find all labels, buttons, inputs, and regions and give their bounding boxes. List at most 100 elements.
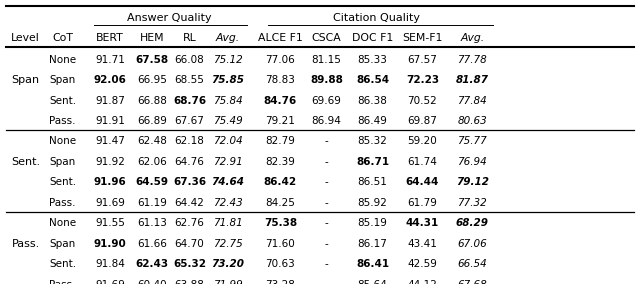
Text: 71.99: 71.99 [213,279,243,284]
Text: 69.69: 69.69 [312,95,341,106]
Text: 66.95: 66.95 [138,75,167,85]
Text: 64.76: 64.76 [175,157,204,167]
Text: 75.49: 75.49 [213,116,243,126]
Text: 65.32: 65.32 [173,259,206,269]
Text: 75.77: 75.77 [458,136,487,147]
Text: 91.69: 91.69 [95,198,125,208]
Text: 85.64: 85.64 [358,279,387,284]
Text: None: None [49,218,76,228]
Text: Avg.: Avg. [216,33,240,43]
Text: 79.21: 79.21 [266,116,295,126]
Text: 86.51: 86.51 [358,177,387,187]
Text: 74.64: 74.64 [211,177,244,187]
Text: -: - [324,198,328,208]
Text: 64.44: 64.44 [406,177,439,187]
Text: Sent.: Sent. [49,95,76,106]
Text: HEM: HEM [140,33,164,43]
Text: 84.25: 84.25 [266,198,295,208]
Text: 86.17: 86.17 [358,239,387,249]
Text: Span: Span [49,239,76,249]
Text: 62.18: 62.18 [175,136,204,147]
Text: Sent.: Sent. [49,177,76,187]
Text: 91.96: 91.96 [93,177,127,187]
Text: Pass.: Pass. [12,239,40,249]
Text: Span: Span [49,75,76,85]
Text: -: - [324,177,328,187]
Text: 66.89: 66.89 [138,116,167,126]
Text: 64.59: 64.59 [136,177,169,187]
Text: 60.40: 60.40 [138,279,167,284]
Text: 86.41: 86.41 [356,259,389,269]
Text: 72.91: 72.91 [213,157,243,167]
Text: 82.79: 82.79 [266,136,295,147]
Text: 77.84: 77.84 [458,95,487,106]
Text: -: - [324,239,328,249]
Text: 68.55: 68.55 [175,75,204,85]
Text: 75.38: 75.38 [264,218,297,228]
Text: 86.71: 86.71 [356,157,389,167]
Text: 67.06: 67.06 [458,239,487,249]
Text: 73.28: 73.28 [266,279,295,284]
Text: CoT: CoT [52,33,73,43]
Text: 86.54: 86.54 [356,75,389,85]
Text: 78.83: 78.83 [266,75,295,85]
Text: 91.90: 91.90 [93,239,127,249]
Text: 67.57: 67.57 [408,55,437,65]
Text: 62.76: 62.76 [175,218,204,228]
Text: 72.23: 72.23 [406,75,439,85]
Text: 61.79: 61.79 [408,198,437,208]
Text: Level: Level [12,33,40,43]
Text: 61.66: 61.66 [138,239,167,249]
Text: 91.47: 91.47 [95,136,125,147]
Text: 42.59: 42.59 [408,259,437,269]
Text: 76.94: 76.94 [458,157,487,167]
Text: 75.85: 75.85 [211,75,244,85]
Text: 72.43: 72.43 [213,198,243,208]
Text: 63.88: 63.88 [175,279,204,284]
Text: 61.19: 61.19 [138,198,167,208]
Text: -: - [324,279,328,284]
Text: BERT: BERT [96,33,124,43]
Text: None: None [49,55,76,65]
Text: Pass.: Pass. [49,279,76,284]
Text: 70.52: 70.52 [408,95,437,106]
Text: Answer Quality: Answer Quality [127,13,211,23]
Text: -: - [324,259,328,269]
Text: 92.06: 92.06 [93,75,127,85]
Text: DOC F1: DOC F1 [352,33,393,43]
Text: SEM-F1: SEM-F1 [402,33,443,43]
Text: 67.58: 67.58 [136,55,169,65]
Text: ALCE F1: ALCE F1 [258,33,303,43]
Text: 85.92: 85.92 [358,198,387,208]
Text: 66.08: 66.08 [175,55,204,65]
Text: Pass.: Pass. [49,116,76,126]
Text: 68.76: 68.76 [173,95,206,106]
Text: 77.78: 77.78 [458,55,487,65]
Text: 71.60: 71.60 [266,239,295,249]
Text: 91.69: 91.69 [95,279,125,284]
Text: Citation Quality: Citation Quality [333,13,420,23]
Text: 72.75: 72.75 [213,239,243,249]
Text: 85.19: 85.19 [358,218,387,228]
Text: 62.43: 62.43 [136,259,169,269]
Text: 91.71: 91.71 [95,55,125,65]
Text: 84.76: 84.76 [264,95,297,106]
Text: 80.63: 80.63 [458,116,487,126]
Text: 67.68: 67.68 [458,279,487,284]
Text: RL: RL [182,33,196,43]
Text: 75.12: 75.12 [213,55,243,65]
Text: 61.74: 61.74 [408,157,437,167]
Text: Sent.: Sent. [49,259,76,269]
Text: 71.81: 71.81 [213,218,243,228]
Text: 91.84: 91.84 [95,259,125,269]
Text: Pass.: Pass. [49,198,76,208]
Text: 75.84: 75.84 [213,95,243,106]
Text: 64.42: 64.42 [175,198,204,208]
Text: 67.36: 67.36 [173,177,206,187]
Text: 85.33: 85.33 [358,55,387,65]
Text: Sent.: Sent. [11,157,40,167]
Text: 77.32: 77.32 [458,198,487,208]
Text: 70.63: 70.63 [266,259,295,269]
Text: 44.12: 44.12 [408,279,437,284]
Text: 69.87: 69.87 [408,116,437,126]
